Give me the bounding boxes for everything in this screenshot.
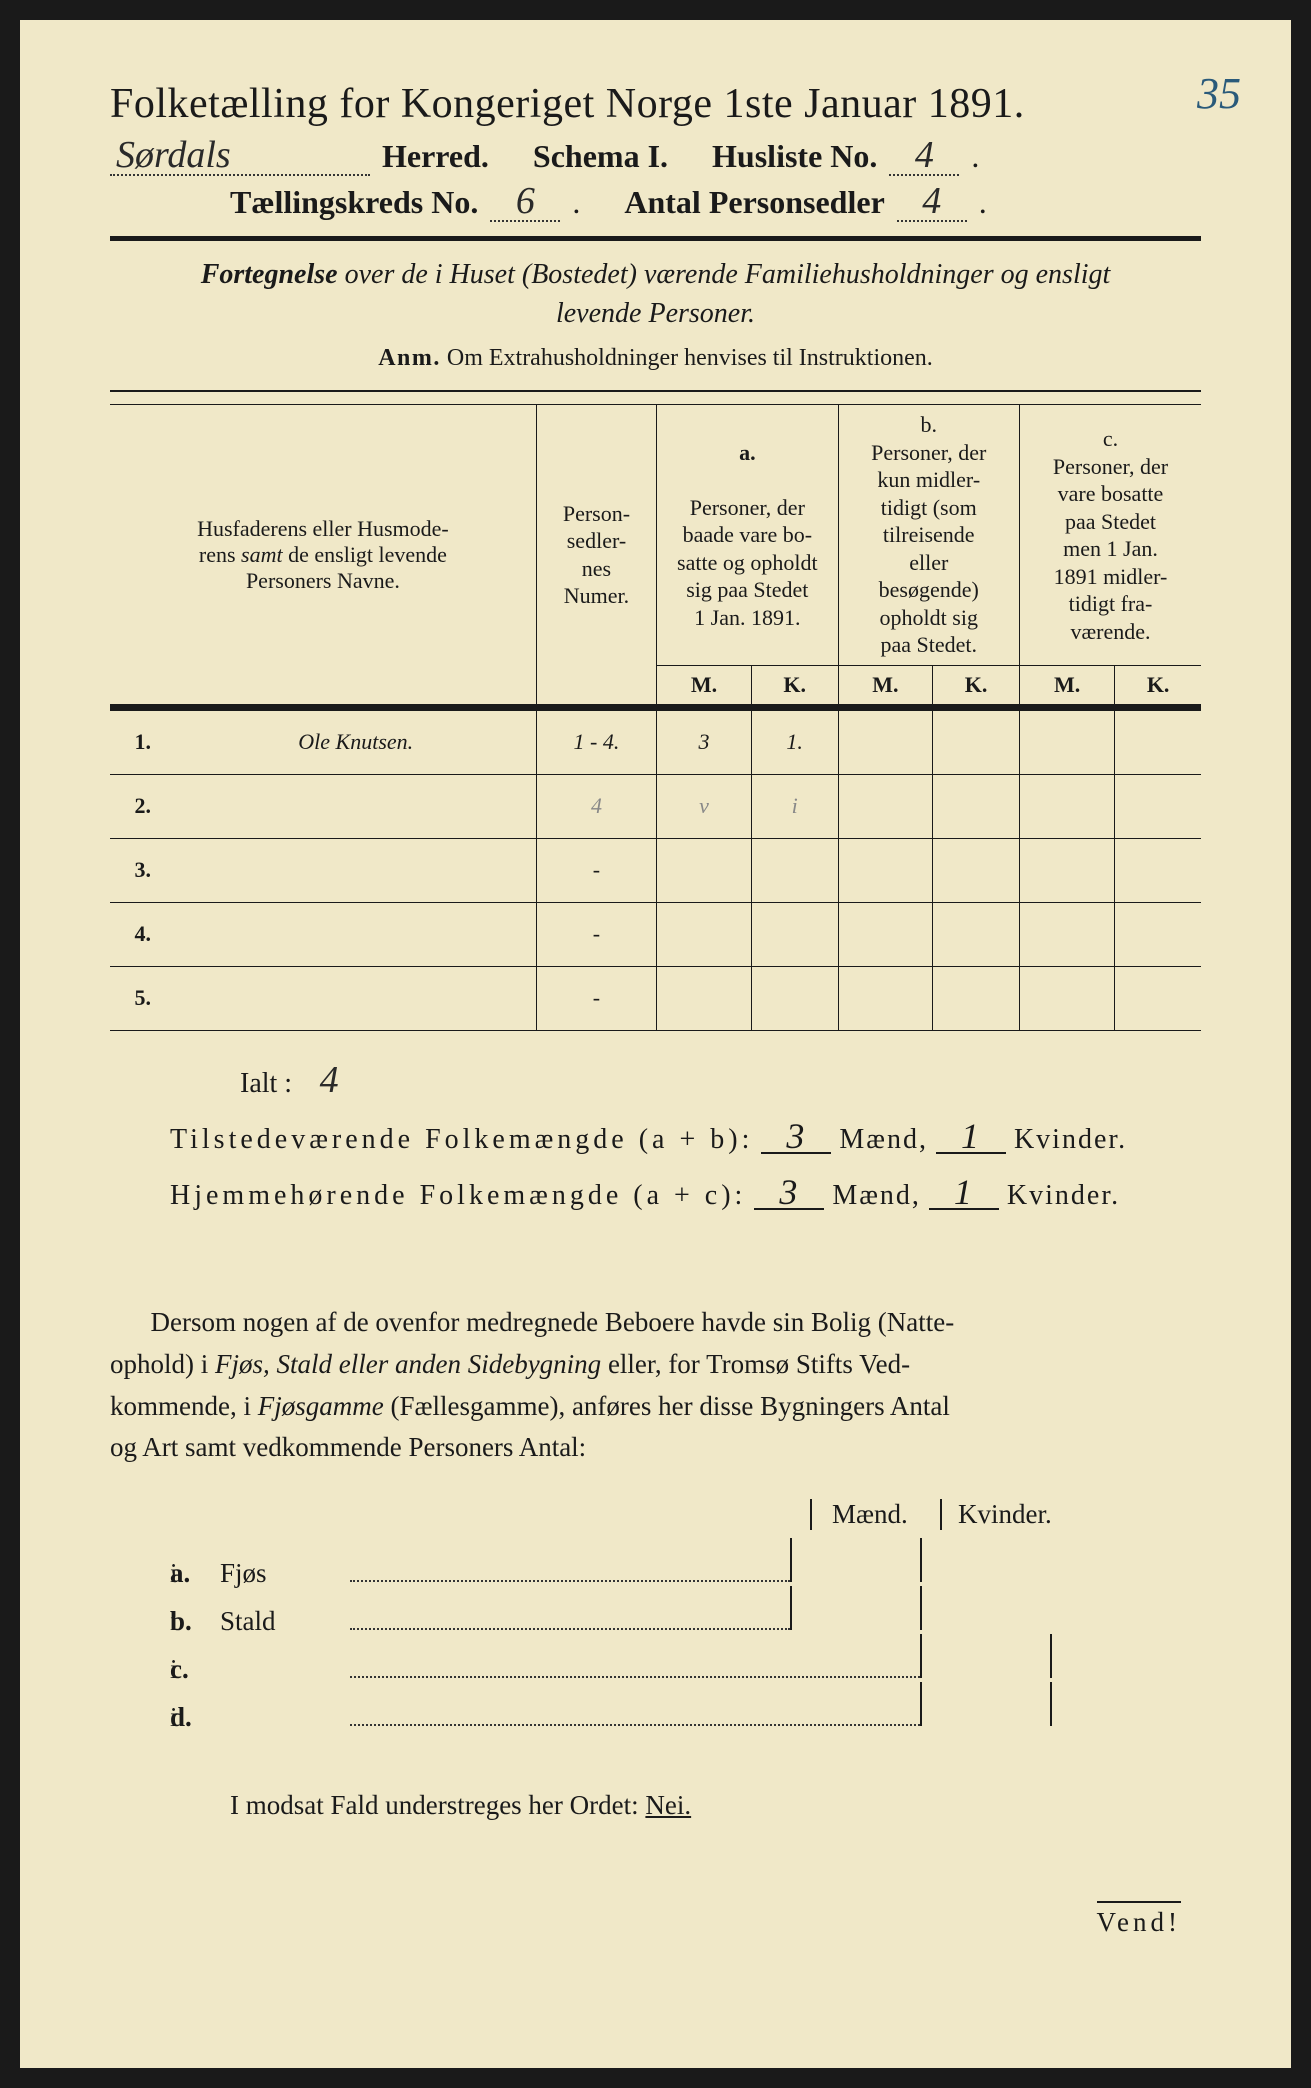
herred-value: Sørdals xyxy=(110,136,370,176)
col-header-name: Husfaderens eller Husmode-rens samt de e… xyxy=(110,405,536,705)
sb-row: c. i xyxy=(110,1634,1201,1682)
divider xyxy=(110,390,1201,392)
divider xyxy=(110,236,1201,241)
col-header-numer: Person-sedler-nesNumer. xyxy=(536,405,656,705)
name-cell: Ole Knutsen. xyxy=(176,710,537,774)
col-header-b: b. Personer, derkun midler-tidigt (somti… xyxy=(838,405,1019,666)
kreds-value: 6 xyxy=(490,182,560,222)
schema-label: Schema I. xyxy=(533,138,668,175)
anm-text: Om Extrahusholdninger henvises til Instr… xyxy=(447,345,933,371)
page-annotation: 35 xyxy=(1197,68,1241,119)
census-table: Husfaderens eller Husmode-rens samt de e… xyxy=(110,404,1201,1031)
mk-m: M. xyxy=(657,665,752,704)
husliste-value: 4 xyxy=(889,136,959,176)
antal-label: Antal Personsedler xyxy=(624,184,884,221)
main-title: Folketælling for Kongeriget Norge 1ste J… xyxy=(110,80,1201,128)
anm-label: Anm. xyxy=(378,345,441,371)
table-row: 2. 4 v i xyxy=(110,774,1201,838)
table-row: 5. - xyxy=(110,966,1201,1030)
col-header-c: c. Personer, dervare bosattepaa Stedetme… xyxy=(1019,405,1201,666)
vend-label: Vend! xyxy=(1097,1901,1181,1938)
ialt-line: Ialt : 4 xyxy=(110,1061,1201,1100)
subtitle: Fortegnelse over de i Huset (Bostedet) v… xyxy=(110,255,1201,333)
table-row: 3. - xyxy=(110,838,1201,902)
mk-k: K. xyxy=(933,665,1020,704)
census-form-page: 35 Folketælling for Kongeriget Norge 1st… xyxy=(20,20,1291,2068)
mk-k: K. xyxy=(751,665,838,704)
sum-line-1: Tilstedeværende Folkemængde (a + b): 3 M… xyxy=(110,1120,1201,1156)
mk-m: M. xyxy=(838,665,933,704)
sum-line-2: Hjemmehørende Folkemængde (a + c): 3 Mæn… xyxy=(110,1176,1201,1212)
subtitle-1: over de i Huset (Bostedet) værende Famil… xyxy=(345,259,1111,290)
mk-k: K. xyxy=(1115,665,1201,704)
anm-line: Anm. Om Extrahusholdninger henvises til … xyxy=(110,345,1201,372)
mk-m: M. xyxy=(1019,665,1114,704)
table-row: 1. Ole Knutsen. 1 - 4. 3 1. xyxy=(110,710,1201,774)
kreds-label: Tællingskreds No. xyxy=(230,184,478,221)
header-row-1: Sørdals Herred. Schema I. Husliste No. 4… xyxy=(110,136,1201,176)
husliste-label: Husliste No. xyxy=(712,138,877,175)
herred-label: Herred. xyxy=(382,138,489,175)
sb-row: d. i xyxy=(110,1682,1201,1730)
modsat-line: I modsat Fald understreges her Ordet: Ne… xyxy=(110,1790,1201,1821)
table-row: 4. - xyxy=(110,902,1201,966)
col-header-a: a. Personer, derbaade vare bo-satte og o… xyxy=(657,405,838,666)
header-row-2: Tællingskreds No. 6 . Antal Personsedler… xyxy=(110,182,1201,222)
subtitle-2: levende Personer. xyxy=(556,298,755,329)
sb-header: Mænd. Kvinder. xyxy=(110,1499,1201,1530)
sb-row: b. i Stald xyxy=(110,1586,1201,1634)
explanatory-paragraph: Dersom nogen af de ovenfor medregnede Be… xyxy=(110,1302,1201,1469)
sb-row: a. i Fjøs xyxy=(110,1538,1201,1586)
antal-value: 4 xyxy=(897,182,967,222)
side-building-block: Mænd. Kvinder. a. i Fjøs b. i Stald c. i… xyxy=(110,1499,1201,1730)
